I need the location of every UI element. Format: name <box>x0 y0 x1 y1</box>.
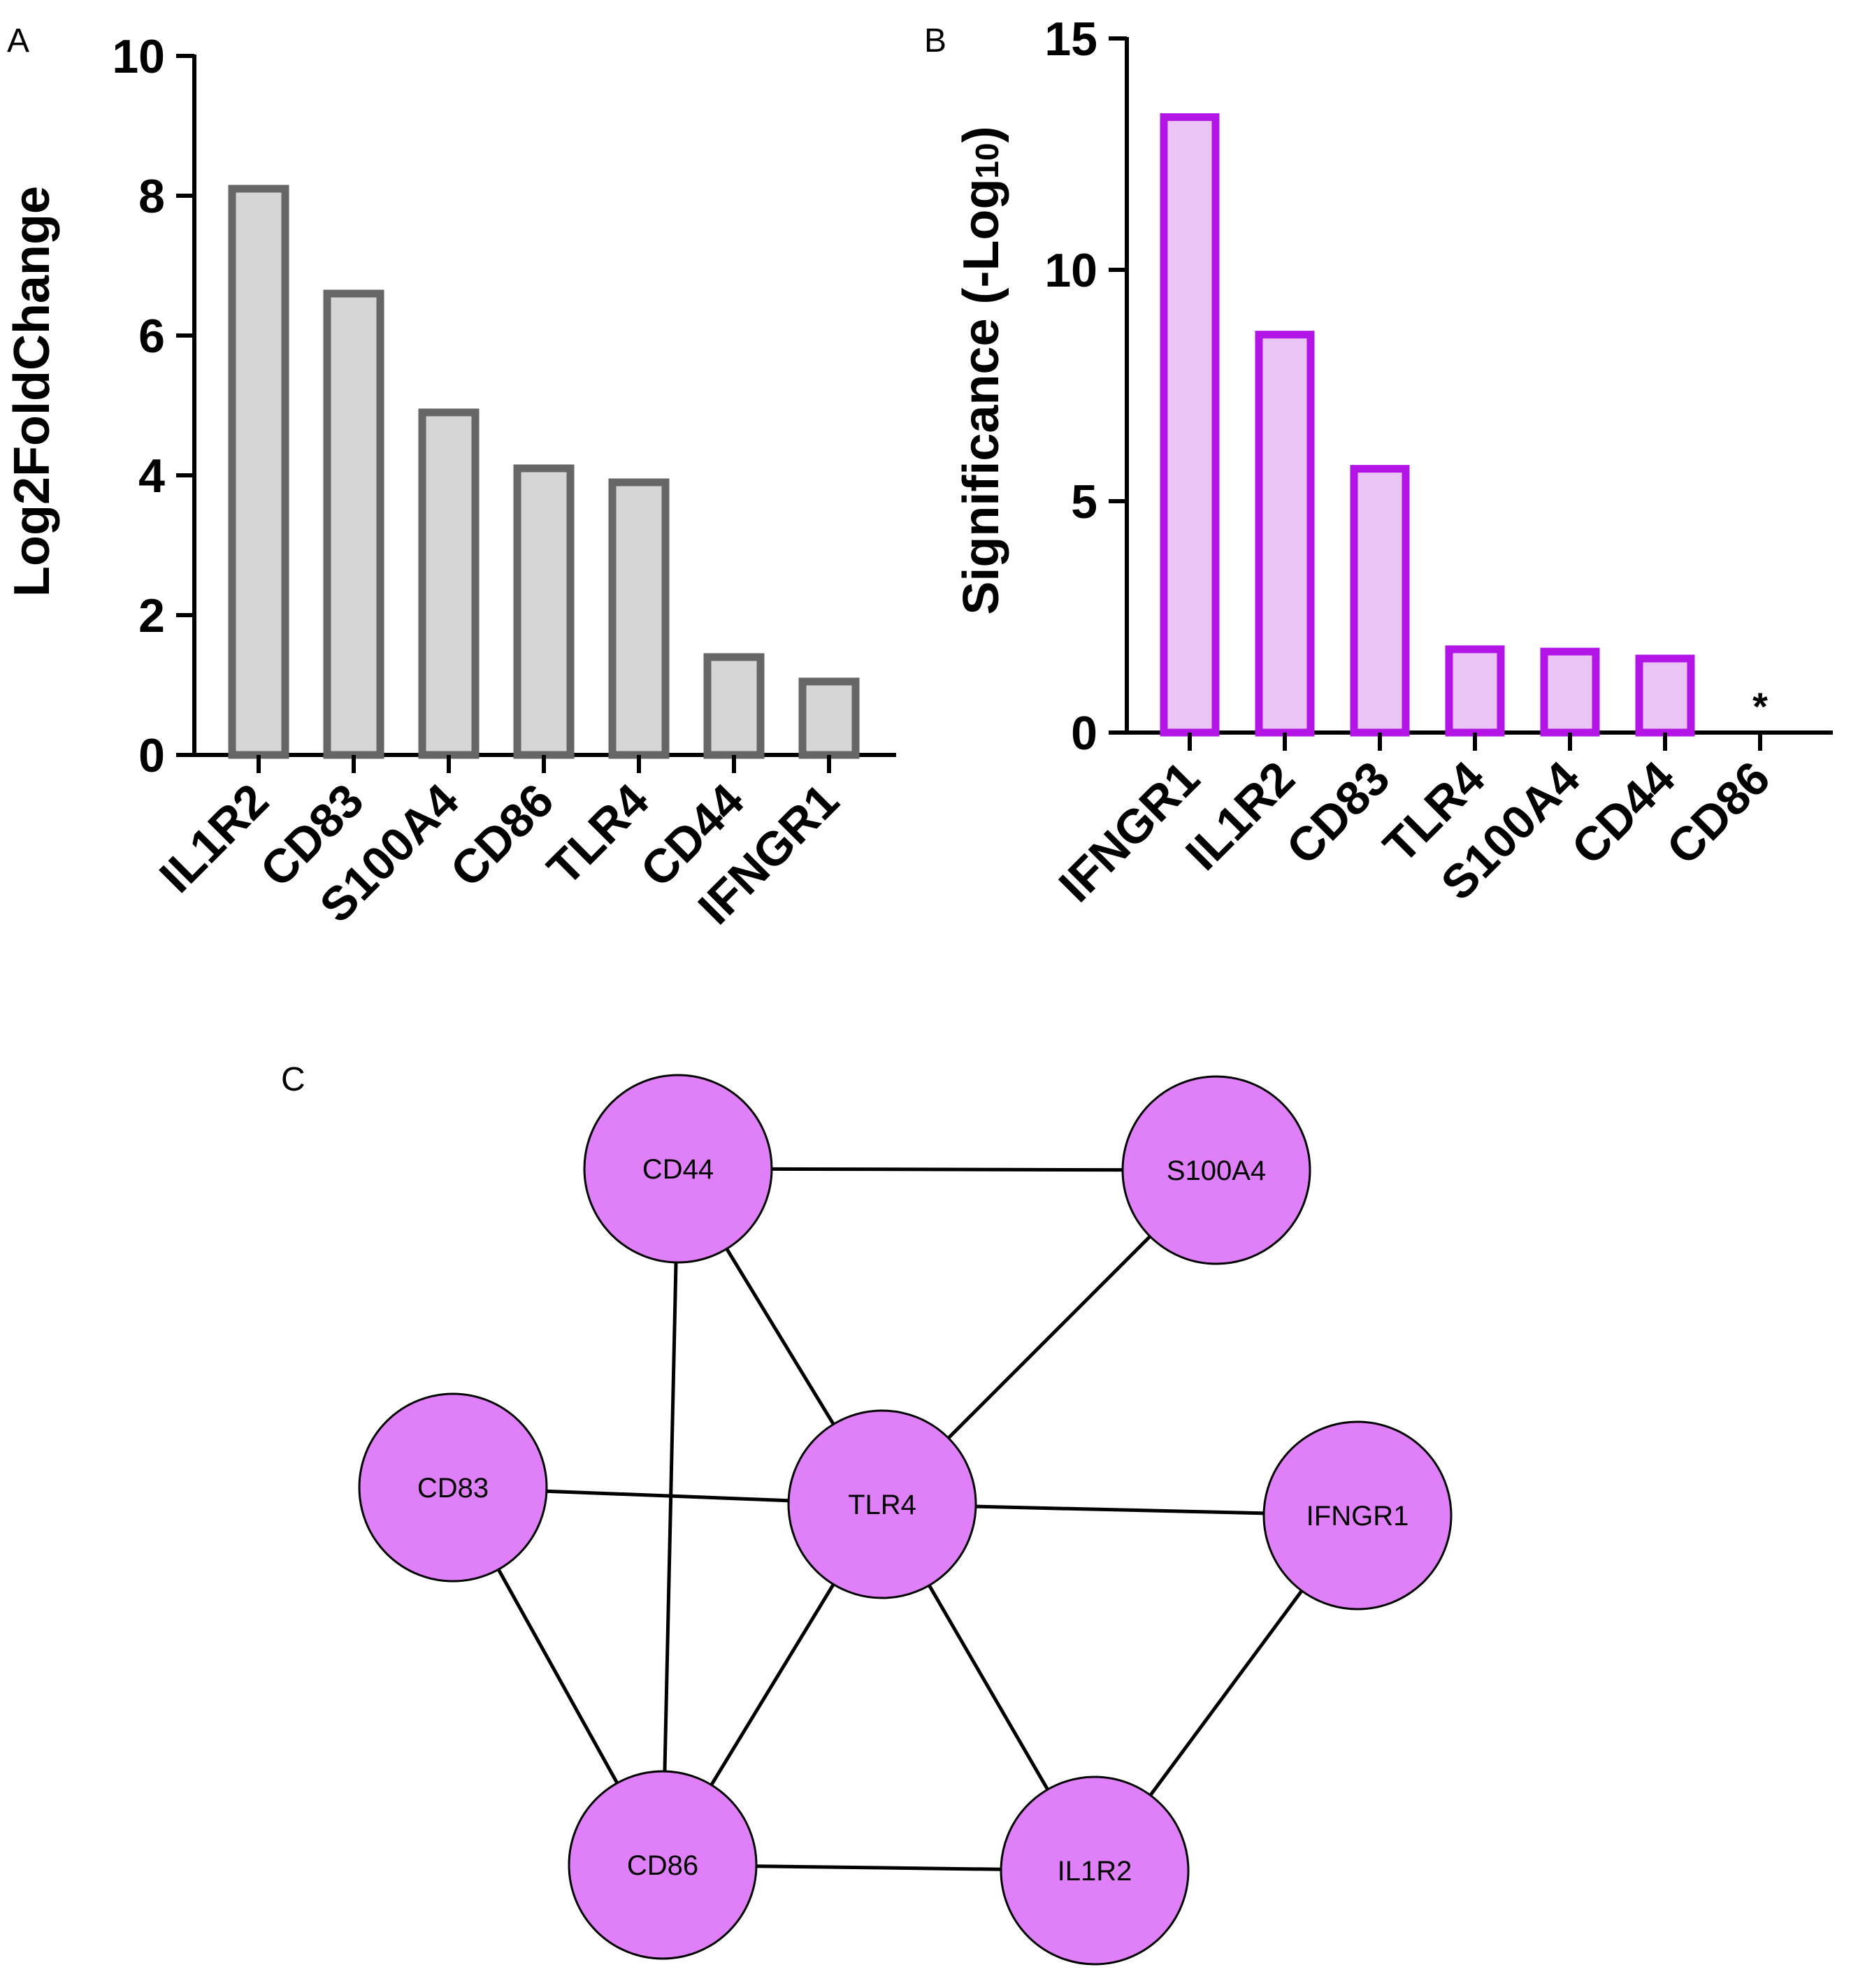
network-c: CD44 S100A4 CD83 TLR4 IFNGR1 CD86 IL1R2 <box>358 1074 1453 1966</box>
node-label-il1r2: IL1R2 <box>1058 1856 1132 1887</box>
y-axis-title-b-sub: 10 <box>969 143 1005 178</box>
y-tick-label-10: 10 <box>112 30 165 83</box>
panel-letter-c: C <box>281 1061 305 1098</box>
bar-ifngr1 <box>1160 113 1220 737</box>
bar-tlr4 <box>1445 645 1505 737</box>
x-tick-label-il1r2: IL1R2 <box>1176 751 1305 881</box>
node-s100a4 <box>1121 1075 1311 1265</box>
y-axis-title-a: Log2FoldChange <box>4 186 60 597</box>
bar-il1r2 <box>228 185 289 759</box>
y-axis-title-b: Significance (-Log10) <box>953 126 1009 614</box>
y-tick-label-6: 6 <box>138 310 165 363</box>
y-tick-label-5: 5 <box>1071 475 1097 528</box>
node-cd83 <box>358 1392 548 1583</box>
annotation-cd86: * <box>1752 684 1768 728</box>
x-tick-label-il1r2: IL1R2 <box>150 774 279 903</box>
node-label-ifngr1: IFNGR1 <box>1306 1501 1409 1532</box>
panel-letter-b: B <box>924 22 946 59</box>
chart-b: 051015IFNGR1IL1R2CD83TLR4S100A4CD44CD86*… <box>953 13 1833 912</box>
bar-cd86 <box>513 464 575 759</box>
bar-cd44 <box>1635 654 1695 737</box>
bar-cd83 <box>1350 465 1410 737</box>
node-cd44 <box>583 1074 773 1264</box>
x-tick-label-cd44: CD44 <box>1562 751 1685 875</box>
x-tick-label-ifngr1: IFNGR1 <box>1049 751 1210 912</box>
chart-a: 0246810IL1R2CD83S100A4CD86TLR4CD44IFNGR1… <box>4 30 896 935</box>
y-axis-title-b-main: Significance (-Log <box>953 179 1009 615</box>
node-cd86 <box>568 1770 758 1960</box>
bar-il1r2 <box>1255 331 1315 737</box>
panel-letter-a: A <box>7 22 29 59</box>
bar-s100a4 <box>1540 647 1600 737</box>
node-ifngr1 <box>1262 1420 1453 1611</box>
node-il1r2 <box>1000 1775 1190 1966</box>
x-tick-label-tlr4: TLR4 <box>538 774 659 895</box>
y-tick-label-0: 0 <box>1071 707 1097 760</box>
node-label-tlr4: TLR4 <box>848 1490 916 1520</box>
y-tick-label-4: 4 <box>138 449 165 503</box>
x-tick-label-cd86: CD86 <box>440 774 564 898</box>
x-tick-label-cd86: CD86 <box>1657 751 1780 875</box>
y-tick-label-0: 0 <box>138 729 165 782</box>
y-tick-label-2: 2 <box>138 589 165 642</box>
bar-tlr4 <box>608 478 670 759</box>
x-tick-label-cd83: CD83 <box>1276 751 1400 875</box>
y-tick-label-15: 15 <box>1044 13 1097 66</box>
edge-cd44-cd86 <box>661 1168 680 1866</box>
node-label-cd86: CD86 <box>627 1850 698 1881</box>
node-tlr4 <box>787 1409 977 1599</box>
node-label-s100a4: S100A4 <box>1167 1155 1266 1186</box>
y-tick-label-10: 10 <box>1044 244 1097 297</box>
node-label-cd83: CD83 <box>417 1473 489 1504</box>
bar-cd83 <box>323 289 384 759</box>
bar-cd44 <box>703 653 765 759</box>
y-tick-label-8: 8 <box>138 170 165 223</box>
bar-s100a4 <box>418 408 480 759</box>
bar-ifngr1 <box>798 677 860 759</box>
y-axis-title-b-close: ) <box>953 126 1009 143</box>
node-label-cd44: CD44 <box>642 1154 714 1185</box>
